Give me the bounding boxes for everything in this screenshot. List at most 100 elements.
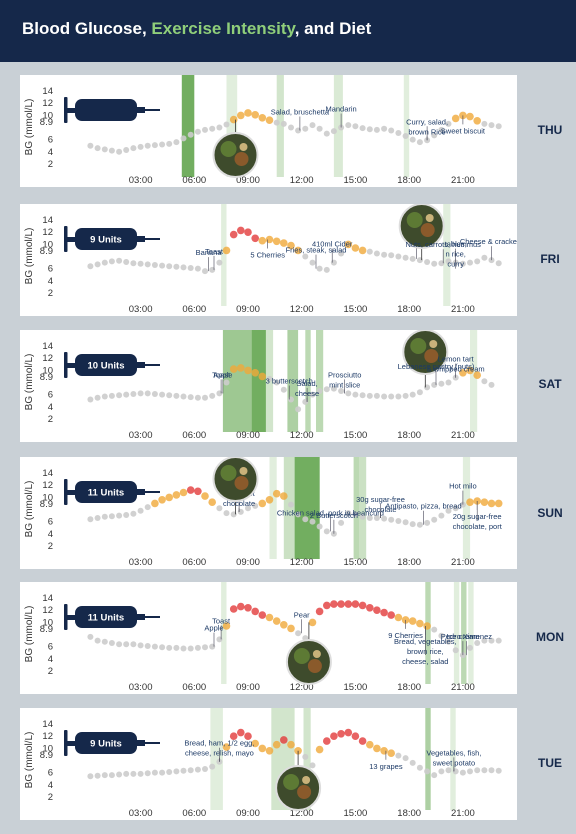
bg-point [402,519,409,526]
day-label-fri: FRI [540,252,560,266]
bg-point [487,499,496,508]
bg-point [388,393,395,400]
bg-point [287,740,295,749]
bg-point [265,613,274,622]
meal-label: chocolate, port [453,522,503,531]
bg-point [116,148,123,155]
bg-point [387,611,396,619]
exercise-bar [287,330,299,432]
x-tick-label: 21:00 [451,304,475,315]
y-tick-label: 14 [42,215,53,226]
bg-point [265,235,274,244]
bg-point [123,770,130,777]
meal-photo-greens [406,212,423,228]
meal-label: Pedro Ximenez [441,632,493,641]
syringe-hub [137,740,145,746]
bg-point [309,762,316,769]
bg-point [123,259,130,265]
meal-label: Toast [212,370,231,379]
x-tick-label: 06:00 [182,682,206,693]
syringe-barrel [75,99,137,121]
bg-point [438,126,445,133]
meal-label: 3 butterscotch [266,377,313,386]
exercise-bar [359,457,367,559]
bg-point [287,241,295,250]
syringe-needle [145,491,160,493]
bg-point [130,260,137,267]
bg-point [337,730,345,738]
bg-point [258,499,267,508]
bg-point [172,491,181,499]
bg-point [380,747,388,755]
x-tick-label: 06:00 [182,175,206,186]
bg-point [438,512,445,519]
meal-label: cheese [295,389,319,398]
bg-point [373,126,380,133]
bg-point [351,600,360,608]
meal-label: cheese, salad [402,657,448,666]
meal-label: 13 grapes [369,762,403,771]
bg-point [366,248,373,255]
bg-point [130,391,137,397]
bg-point [116,771,123,778]
bg-point [209,125,216,132]
exercise-bar [251,330,266,432]
y-tick-label: 6 [48,517,53,528]
bg-point [194,265,201,272]
bg-point [288,501,294,508]
meal-label: 2 Butterscotch [310,511,358,520]
bg-point [416,619,424,628]
x-tick-label: 15:00 [344,304,368,315]
bg-point [251,111,259,119]
bg-point [166,644,173,651]
bg-point [495,260,502,267]
bg-point [395,518,402,524]
meal-label: mint slice [329,380,360,389]
bg-point [94,637,101,644]
meal-label: chocolate [364,505,396,514]
syringe-barrel [75,732,137,754]
bg-point [344,728,353,737]
bg-point [459,501,466,508]
bg-point [166,769,173,775]
bg-point [173,263,180,270]
bg-point [409,255,416,262]
bg-point [402,254,409,261]
bg-point [438,380,445,387]
bg-point [280,120,287,127]
bg-point [159,769,166,776]
bg-point [380,608,388,617]
x-tick-label: 15:00 [344,175,368,186]
y-tick-label: 8.9 [40,117,53,128]
day-label-mon: MON [536,630,564,644]
chart-panel-mon: 2 4 6 8.9 10 12 14 03:00 06:00 09:00 12:00 15:00 18:… [20,582,517,694]
bg-point [273,119,280,126]
bg-point [101,146,108,153]
bg-point [137,507,144,514]
bg-point [272,237,281,246]
y-tick-label: 6 [48,390,53,401]
bg-point [179,488,188,497]
exercise-bar [425,582,431,684]
meal-photo-food [307,659,322,673]
bg-point [338,519,345,526]
meal-label: tables, [445,240,467,249]
bg-point [130,770,137,777]
bg-point [258,744,267,753]
bg-point [323,266,330,273]
y-tick-label: 12 [42,731,53,742]
exercise-bar [210,708,223,810]
y-tick-label: 14 [42,719,53,730]
bg-point [295,511,302,518]
exercise-bar [226,75,238,177]
bg-point [272,740,281,749]
chart-panel-fri: 2 4 6 8.9 10 12 14 03:00 06:00 09:00 12:00 15:00 18:… [20,204,517,316]
y-tick-label: 10 [42,743,53,754]
bg-point [352,391,359,398]
syringe-needle [145,616,160,618]
bg-point [166,392,173,399]
meal-photo [212,132,259,178]
